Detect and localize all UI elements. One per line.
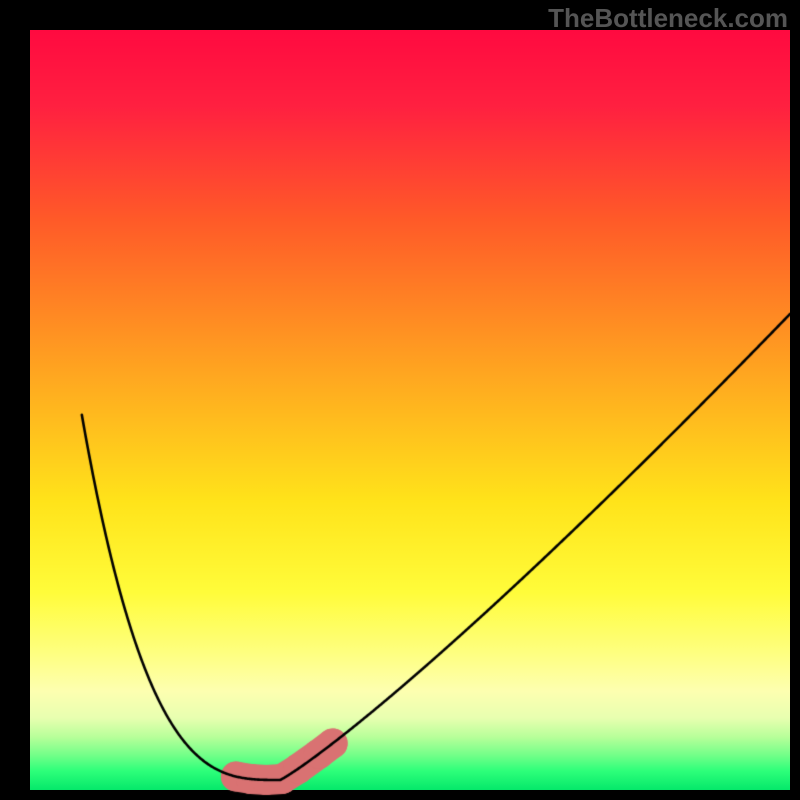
curve-canvas: [0, 0, 800, 800]
watermark-text: TheBottleneck.com: [548, 3, 788, 34]
chart-container: TheBottleneck.com: [0, 0, 800, 800]
